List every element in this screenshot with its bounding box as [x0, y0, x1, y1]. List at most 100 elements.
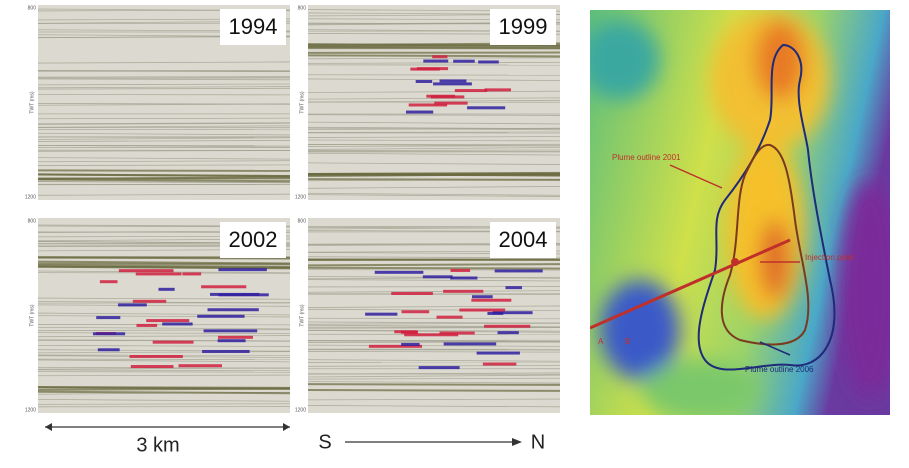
- reflector: [37, 125, 291, 128]
- amplitude-anomaly: [443, 342, 497, 346]
- reflector: [37, 359, 291, 363]
- amplitude-anomaly: [439, 79, 467, 83]
- amplitude-anomaly: [207, 308, 259, 312]
- amplitude-anomaly: [197, 314, 245, 318]
- reflector: [37, 390, 291, 395]
- reflector: [37, 137, 291, 140]
- reflector: [37, 398, 291, 402]
- reflector: [37, 326, 291, 330]
- amplitude-anomaly: [218, 268, 267, 272]
- reflector: [37, 160, 291, 163]
- amplitude-anomaly: [217, 339, 246, 343]
- reflector: [307, 374, 561, 378]
- amplitude-anomaly: [182, 272, 202, 276]
- amplitude-anomaly: [453, 59, 475, 63]
- reflector: [307, 290, 561, 293]
- amplitude-anomaly: [423, 59, 449, 63]
- axis-label: TWT (ms): [299, 91, 305, 113]
- amplitude-anomaly: [492, 311, 533, 315]
- amplitude-anomaly: [484, 88, 511, 92]
- reflector: [307, 178, 561, 181]
- reflector: [307, 372, 561, 375]
- amplitude-anomaly: [422, 275, 453, 279]
- reflector: [307, 152, 561, 156]
- axis-label: TWT (ms): [29, 91, 35, 113]
- reflector: [37, 61, 291, 64]
- reflector: [37, 86, 291, 89]
- seismic-panel: 1994 TWT (ms) 800 1200: [25, 5, 291, 200]
- year-box: [490, 222, 556, 258]
- amplitude-anomaly: [401, 342, 420, 346]
- reflector: [37, 178, 291, 183]
- axis-label: TWT (ms): [29, 304, 35, 326]
- amplitude-anomaly: [368, 344, 423, 348]
- axis-label: TWT (ms): [299, 304, 305, 326]
- reflector: [37, 117, 291, 120]
- reflector: [307, 90, 561, 93]
- reflector: [37, 369, 291, 372]
- tick-label: 1200: [25, 194, 36, 200]
- reflector: [37, 150, 291, 152]
- amplitude-anomaly: [202, 349, 250, 353]
- amplitude-anomaly: [497, 331, 519, 335]
- amplitude-anomaly: [203, 329, 258, 333]
- reflector: [37, 387, 291, 391]
- amplitude-anomaly: [201, 285, 247, 289]
- amplitude-anomaly: [454, 89, 488, 93]
- year-box: [220, 222, 286, 258]
- amplitude-anomaly: [96, 316, 121, 320]
- amplitude-anomaly: [132, 299, 167, 303]
- reflector: [37, 403, 291, 405]
- direction-from: S: [318, 431, 331, 453]
- seismic-panel: 1999 TWT (ms) 800 1200: [295, 5, 561, 200]
- map-label: B: [625, 337, 630, 346]
- reflector: [307, 97, 561, 100]
- amplitude-anomaly: [439, 331, 475, 335]
- reflector: [307, 45, 561, 49]
- reflector: [37, 332, 291, 335]
- reflector: [37, 374, 291, 377]
- amplitude-anomaly: [365, 312, 398, 316]
- amplitude-anomaly: [405, 110, 434, 114]
- tick-label: 800: [28, 218, 37, 224]
- reflector: [307, 359, 561, 362]
- reflector: [307, 266, 561, 270]
- tick-label: 800: [298, 218, 307, 224]
- reflector: [37, 264, 291, 268]
- reflector: [37, 144, 291, 148]
- reflector: [307, 61, 561, 64]
- reflector: [37, 132, 291, 136]
- amplitude-anomaly: [152, 340, 194, 344]
- amplitude-anomaly: [450, 276, 478, 280]
- reflector: [307, 44, 561, 48]
- amplitude-anomaly: [146, 319, 190, 323]
- year-label: 2002: [229, 227, 278, 252]
- map: Plume outline 2001 Injection point Plume…: [590, 10, 890, 415]
- reflector: [37, 164, 291, 166]
- year-box: [490, 9, 556, 45]
- reflector: [307, 147, 561, 150]
- leader: [669, 164, 723, 189]
- injection-point: [731, 258, 739, 266]
- reflector: [307, 121, 561, 125]
- reflector: [37, 344, 291, 347]
- amplitude-anomaly: [436, 315, 463, 319]
- reflector: [37, 335, 291, 338]
- reflector: [37, 339, 291, 342]
- scale-label: 3 km: [136, 434, 179, 456]
- map-colors: [590, 10, 890, 415]
- reflector: [307, 344, 561, 347]
- amplitude-anomaly: [432, 55, 448, 59]
- reflector: [37, 157, 291, 160]
- amplitude-anomaly: [450, 268, 471, 272]
- reflector: [307, 389, 561, 392]
- reflector: [307, 162, 561, 165]
- amplitude-anomaly: [433, 82, 472, 86]
- amplitude-anomaly: [374, 270, 424, 274]
- reflector: [37, 297, 291, 300]
- reflector: [307, 143, 561, 147]
- amplitude-anomaly: [404, 333, 459, 337]
- amplitude-anomaly: [118, 303, 147, 307]
